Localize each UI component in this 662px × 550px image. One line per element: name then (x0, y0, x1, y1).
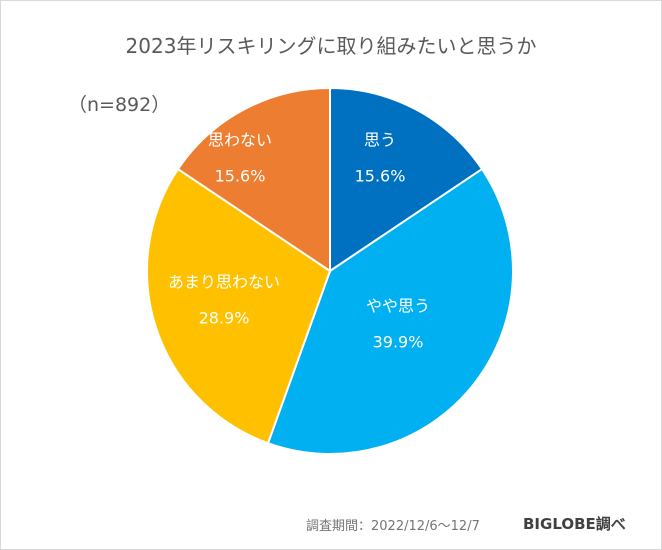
survey-period: 調査期間：2022/12/6～12/7 (306, 519, 480, 534)
slice-category-label: 思う (363, 130, 397, 150)
slice-value-label: 39.9% (372, 332, 424, 352)
slice-value-label: 15.6% (214, 166, 266, 186)
chart-title: 2023年リスキリングに取り組みたいと思うか (125, 34, 537, 58)
slice-value-label: 15.6% (354, 166, 406, 186)
pie-slice-1 (266, 167, 514, 455)
pie-slice-2 (146, 167, 332, 445)
slice-label: やや思う 39.9% (366, 293, 430, 352)
source-credit: BIGLOBE調べ (523, 515, 626, 533)
slice-category-label: 思わない (207, 130, 273, 150)
slice-category-label: やや思う (365, 296, 431, 316)
sample-size: （n=892） (68, 94, 171, 116)
pie-slice-0 (329, 86, 484, 273)
slice-label: 思う 15.6% (355, 127, 406, 186)
pie-slice-3 (176, 86, 331, 273)
slice-label: 思わない 15.6% (208, 127, 272, 186)
slice-value-label: 28.9% (198, 308, 250, 328)
slice-category-label: あまり思わない (167, 272, 281, 292)
slice-label: あまり思わない 28.9% (168, 269, 280, 328)
